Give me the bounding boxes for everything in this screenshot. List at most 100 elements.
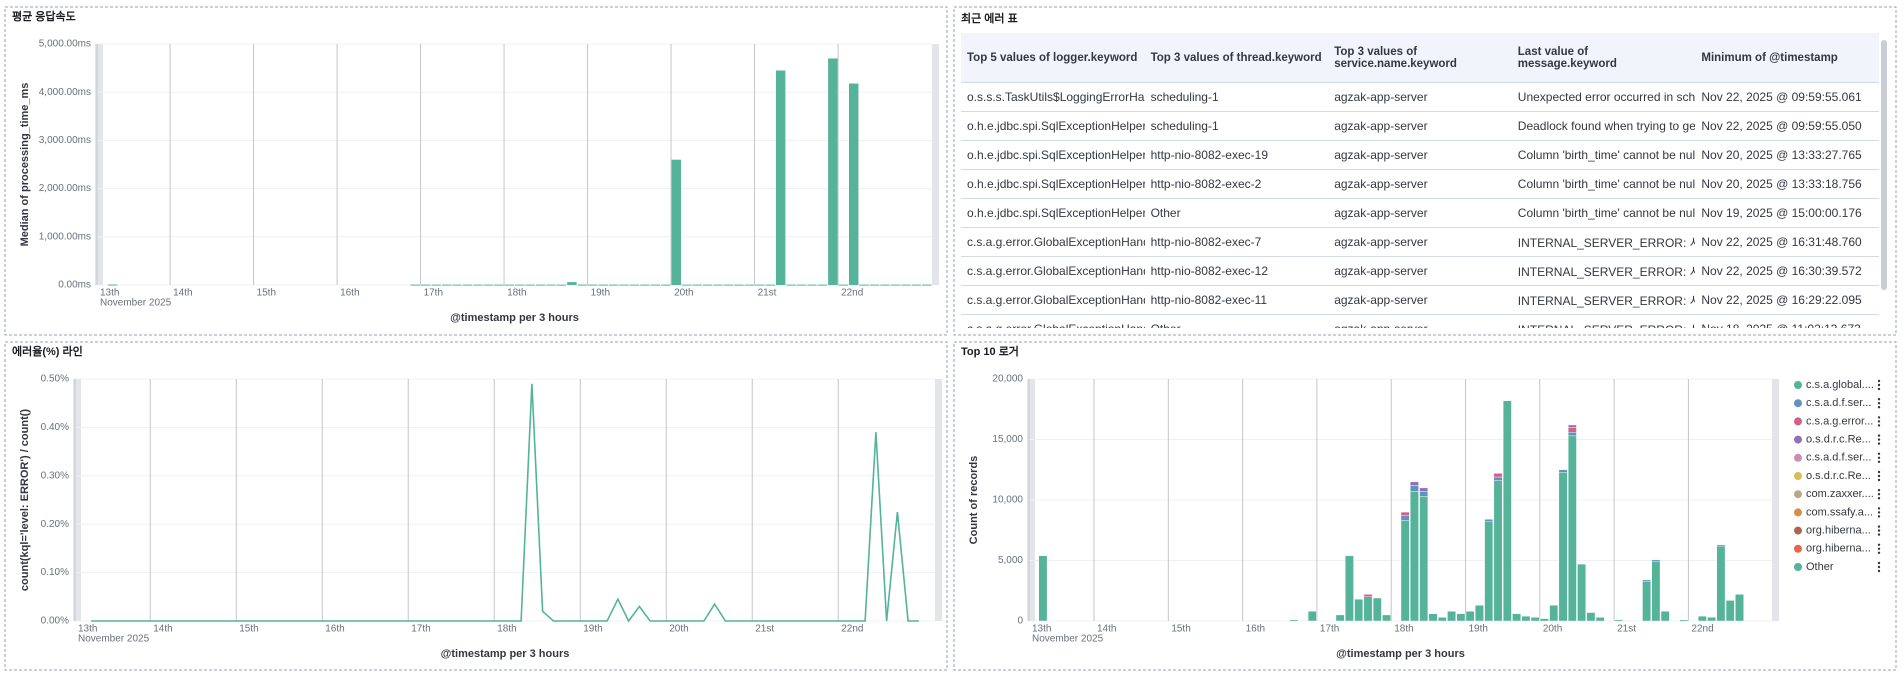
- bar: [504, 284, 514, 286]
- legend-swatch: [1794, 563, 1802, 571]
- legend-menu[interactable]: [1877, 515, 1881, 518]
- table-cell: Column 'birth_time' cannot be null: [1511, 198, 1696, 228]
- table-cell: INTERNAL_SERVER_ERROR: 서버 오: [1511, 256, 1696, 286]
- legend-label: Other: [1806, 561, 1834, 573]
- legend-menu[interactable]: [1877, 383, 1881, 387]
- y-tick-label: 4,000.00ms: [39, 87, 91, 98]
- table-row: o.h.e.jdbc.spi.SqlExceptionHelper http-ni…: [961, 140, 1879, 170]
- legend-menu[interactable]: [1877, 442, 1881, 445]
- bar-segment: [1502, 400, 1512, 622]
- legend-menu[interactable]: [1877, 561, 1881, 565]
- bar: [535, 284, 546, 286]
- y-tick-label: 0.20%: [41, 519, 69, 530]
- legend-menu[interactable]: [1877, 533, 1881, 536]
- bar-segment: [1419, 487, 1429, 492]
- y-tick-label: 0.10%: [41, 567, 69, 578]
- legend-menu[interactable]: [1877, 547, 1881, 550]
- bar-segment: [1475, 605, 1484, 622]
- legend-label: org.hiberna...: [1806, 525, 1871, 537]
- bar-segment: [1484, 519, 1494, 522]
- table-row: o.h.e.jdbc.spi.SqlExceptionHelper schedul…: [961, 111, 1879, 141]
- bar-segment: [1345, 555, 1354, 622]
- panel-border: [953, 6, 1897, 336]
- bar-segment: [1577, 563, 1586, 622]
- table-cell: http-nio-8082-exec-12: [1144, 256, 1329, 286]
- legend-menu[interactable]: [1877, 569, 1881, 573]
- out-of-range: [1772, 379, 1779, 621]
- bar: [671, 159, 681, 285]
- bar-segment: [1419, 491, 1429, 497]
- legend-menu[interactable]: [1877, 507, 1881, 510]
- header-row: Top 5 values of logger.keyword Top 3 valu…: [961, 33, 1879, 83]
- table: Top 5 values of logger.keyword Top 3 valu…: [961, 33, 1879, 328]
- column-header: Last value of message.keyword: [1511, 33, 1696, 83]
- y-tick-label: 15,000: [992, 434, 1023, 445]
- legend-menu[interactable]: [1877, 438, 1881, 441]
- table-cell: agzak-app-server: [1328, 82, 1512, 112]
- legend-menu[interactable]: [1877, 525, 1881, 528]
- x-tick-label: 15th: [1171, 624, 1190, 635]
- legend-menu[interactable]: [1877, 489, 1881, 492]
- table-cell: Unexpected error occurred in sch: [1511, 82, 1696, 112]
- bar-segment: [1697, 615, 1707, 622]
- x-tick-label: 22nd: [841, 624, 863, 635]
- out-of-range: [73, 379, 81, 621]
- legend-menu[interactable]: [1877, 402, 1881, 405]
- legend-menu[interactable]: [1877, 424, 1881, 427]
- bar: [890, 284, 901, 286]
- y-tick-label: 3,000.00ms: [39, 135, 91, 146]
- legend-menu[interactable]: [1877, 398, 1881, 401]
- bar-segment: [1725, 600, 1735, 622]
- legend-swatch: [1794, 472, 1802, 480]
- legend-menu[interactable]: [1877, 434, 1881, 437]
- legend-label: o.s.d.r.c.Re...: [1806, 470, 1871, 482]
- bar: [421, 284, 431, 286]
- legend-menu[interactable]: [1877, 387, 1881, 391]
- legend-menu[interactable]: [1877, 452, 1881, 455]
- bar: [922, 284, 932, 286]
- legend-swatch: [1794, 417, 1802, 426]
- bar-segment: [1651, 559, 1661, 562]
- legend-menu[interactable]: [1877, 529, 1881, 532]
- legend-menu[interactable]: [1877, 565, 1881, 569]
- legend-menu[interactable]: [1877, 497, 1881, 500]
- bar-segment: [1540, 618, 1549, 622]
- legend-label: org.hiberna...: [1806, 543, 1871, 555]
- bar: [828, 58, 838, 286]
- x-tick-label: 19th: [591, 288, 610, 299]
- bar-segment: [1493, 476, 1503, 481]
- legend-menu[interactable]: [1877, 543, 1881, 546]
- scrollbar[interactable]: [1881, 40, 1887, 290]
- legend-menu[interactable]: [1877, 406, 1881, 409]
- legend-menu[interactable]: [1877, 474, 1881, 478]
- bar: [869, 284, 880, 286]
- legend-menu[interactable]: [1877, 551, 1881, 554]
- table-row: o.h.e.jdbc.spi.SqlExceptionHelper Other ag…: [961, 198, 1879, 228]
- legend-menu[interactable]: [1877, 456, 1881, 459]
- bar: [734, 284, 744, 286]
- legend-menu[interactable]: [1877, 511, 1881, 514]
- x-tick-label: 21st: [755, 624, 774, 635]
- x-tick-label: 19th: [1469, 624, 1488, 635]
- bar-segment: [1493, 480, 1503, 622]
- table-cell: o.s.s.s.TaskUtils$LoggingErrorHar: [961, 82, 1145, 112]
- legend-menu[interactable]: [1877, 416, 1881, 419]
- bar-segment: [1512, 613, 1521, 622]
- line: [91, 383, 919, 623]
- legend-menu[interactable]: [1877, 460, 1881, 463]
- x-axis-title: @timestamp per 3 hours: [450, 312, 579, 324]
- table-cell: c.s.a.g.error.GlobalExceptionHand: [961, 285, 1145, 315]
- legend-menu[interactable]: [1877, 493, 1881, 496]
- y-tick-label: 0.40%: [41, 422, 69, 433]
- legend-menu[interactable]: [1877, 379, 1881, 383]
- x-tick-label: 14th: [153, 624, 172, 635]
- out-of-range: [935, 379, 942, 621]
- legend-menu[interactable]: [1877, 478, 1881, 482]
- legend-menu[interactable]: [1877, 470, 1881, 474]
- bar: [755, 284, 765, 286]
- x-tick-label: 18th: [1394, 624, 1413, 635]
- bar-segment: [1558, 471, 1568, 622]
- y-axis-title: count(kql='level: ERROR') / count(): [19, 409, 31, 591]
- bar: [702, 284, 713, 286]
- legend-menu[interactable]: [1877, 420, 1881, 423]
